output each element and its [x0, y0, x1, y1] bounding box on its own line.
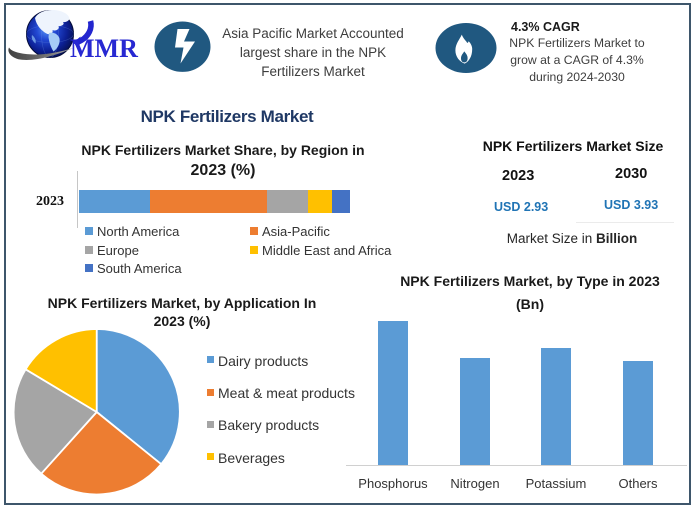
svg-text:MMR: MMR	[70, 34, 138, 63]
